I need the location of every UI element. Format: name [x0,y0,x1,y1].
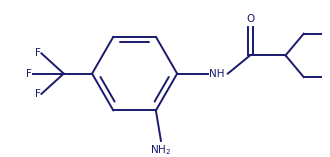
Text: F: F [35,89,40,99]
Text: O: O [246,14,254,24]
Text: NH: NH [209,69,224,79]
Text: F: F [26,69,32,79]
Text: F: F [35,48,40,58]
Text: NH$_2$: NH$_2$ [150,143,172,157]
